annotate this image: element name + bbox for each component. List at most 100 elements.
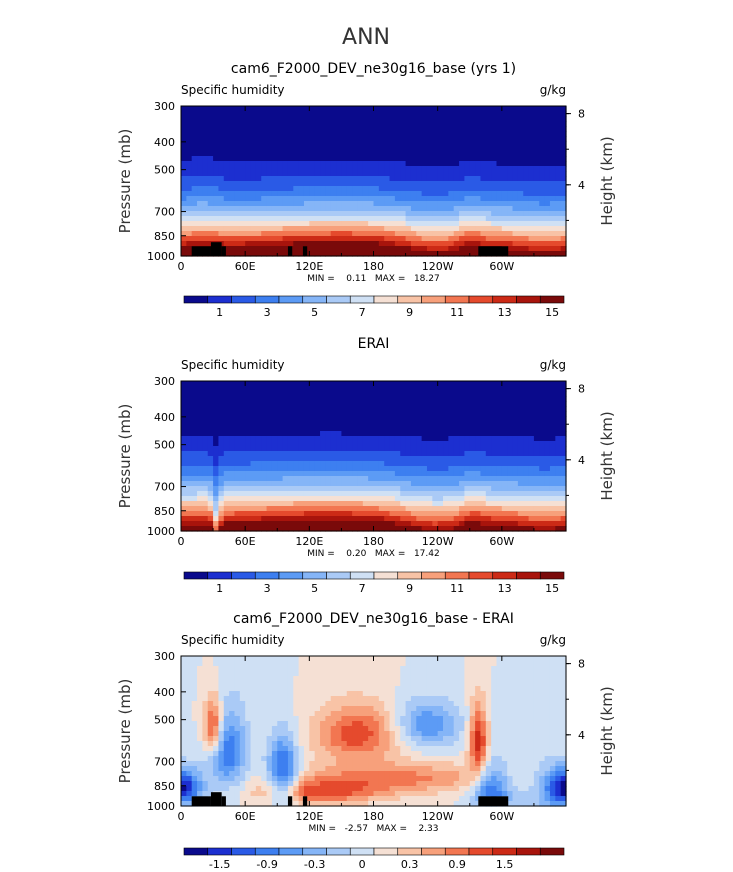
field-cell: [549, 431, 556, 437]
field-cell: [266, 436, 273, 442]
field-cell: [341, 211, 348, 217]
field-cell: [303, 116, 310, 122]
field-cell: [453, 201, 460, 207]
field-cell: [389, 231, 396, 237]
field-cell: [432, 136, 439, 142]
field-cell: [314, 666, 321, 672]
field-cell: [459, 396, 466, 402]
field-cell: [218, 181, 225, 187]
field-cell: [394, 496, 401, 502]
field-cell: [501, 166, 508, 172]
field-cell: [282, 191, 289, 197]
field-cell: [298, 251, 305, 257]
field-cell: [245, 396, 252, 402]
field-cell: [250, 486, 257, 492]
field-cell: [480, 136, 487, 142]
field-cell: [341, 661, 348, 667]
field-cell: [266, 151, 273, 157]
field-cell: [181, 246, 187, 252]
field-cell: [507, 131, 514, 137]
field-cell: [245, 661, 252, 667]
field-cell: [336, 486, 343, 492]
field-cell: [207, 156, 214, 162]
field-cell: [191, 171, 198, 177]
field-cell: [512, 416, 519, 422]
field-cell: [373, 471, 380, 477]
y-tick-label: 300: [154, 100, 175, 113]
field-cell: [496, 686, 503, 692]
field-cell: [223, 521, 230, 527]
field-cell: [437, 211, 444, 217]
field-cell: [277, 171, 284, 177]
field-cell: [362, 176, 369, 182]
field-cell: [507, 521, 514, 527]
field-cell: [453, 141, 460, 147]
field-cell: [405, 526, 412, 532]
field-cell: [282, 661, 289, 667]
field-cell: [277, 386, 284, 392]
field-cell: [298, 236, 305, 242]
field-cell: [330, 501, 337, 507]
field-cell: [453, 526, 460, 532]
field-cell: [560, 661, 567, 667]
field-cell: [303, 471, 310, 477]
field-cell: [223, 481, 230, 487]
field-cell: [549, 121, 556, 127]
field-cell: [245, 451, 252, 457]
field-cell: [346, 446, 353, 452]
field-cell: [491, 406, 498, 412]
x-tick-label: 60E: [235, 260, 256, 273]
field-cell: [544, 661, 551, 667]
field-cell: [517, 136, 524, 142]
field-cell: [378, 141, 385, 147]
field-cell: [389, 156, 396, 162]
field-cell: [346, 216, 353, 222]
field-cell: [485, 216, 492, 222]
field-cell: [501, 406, 508, 412]
colorbar-label: 3: [264, 582, 271, 595]
field-cell: [197, 181, 203, 187]
field-cell: [410, 386, 417, 392]
field-cell: [491, 516, 498, 522]
field-cell: [245, 111, 252, 117]
field-cell: [453, 196, 460, 202]
field-cell: [539, 171, 546, 177]
field-cell: [298, 491, 305, 497]
field-cell: [309, 481, 316, 487]
field-cell: [384, 201, 391, 207]
field-cell: [512, 456, 519, 462]
field-cell: [261, 221, 268, 227]
field-cell: [475, 676, 482, 682]
field-cell: [464, 506, 471, 512]
field-cell: [560, 391, 567, 397]
field-cell: [197, 211, 203, 217]
field-cell: [549, 161, 556, 167]
field-cell: [453, 246, 460, 252]
field-cell: [255, 176, 262, 182]
field-cell: [282, 511, 289, 517]
field-cell: [293, 206, 300, 212]
field-cell: [186, 406, 193, 412]
colorbar-box: [444, 295, 470, 304]
field-cell: [314, 201, 321, 207]
field-cell: [282, 431, 289, 437]
field-cell: [181, 506, 187, 512]
field-cell: [191, 446, 198, 452]
field-cell: [475, 211, 482, 217]
field-cell: [523, 471, 530, 477]
field-cell: [544, 516, 551, 522]
field-cell: [453, 506, 460, 512]
field-cell: [186, 516, 193, 522]
field-cell: [507, 216, 514, 222]
field-cell: [352, 116, 359, 122]
field-cell: [346, 686, 353, 692]
field-cell: [464, 656, 471, 662]
field-cell: [309, 211, 316, 217]
field-cell: [448, 436, 455, 442]
field-cell: [448, 146, 455, 152]
field-cell: [394, 446, 401, 452]
field-cell: [560, 206, 567, 212]
field-cell: [517, 521, 524, 527]
field-cell: [197, 691, 203, 697]
field-cell: [491, 451, 498, 457]
